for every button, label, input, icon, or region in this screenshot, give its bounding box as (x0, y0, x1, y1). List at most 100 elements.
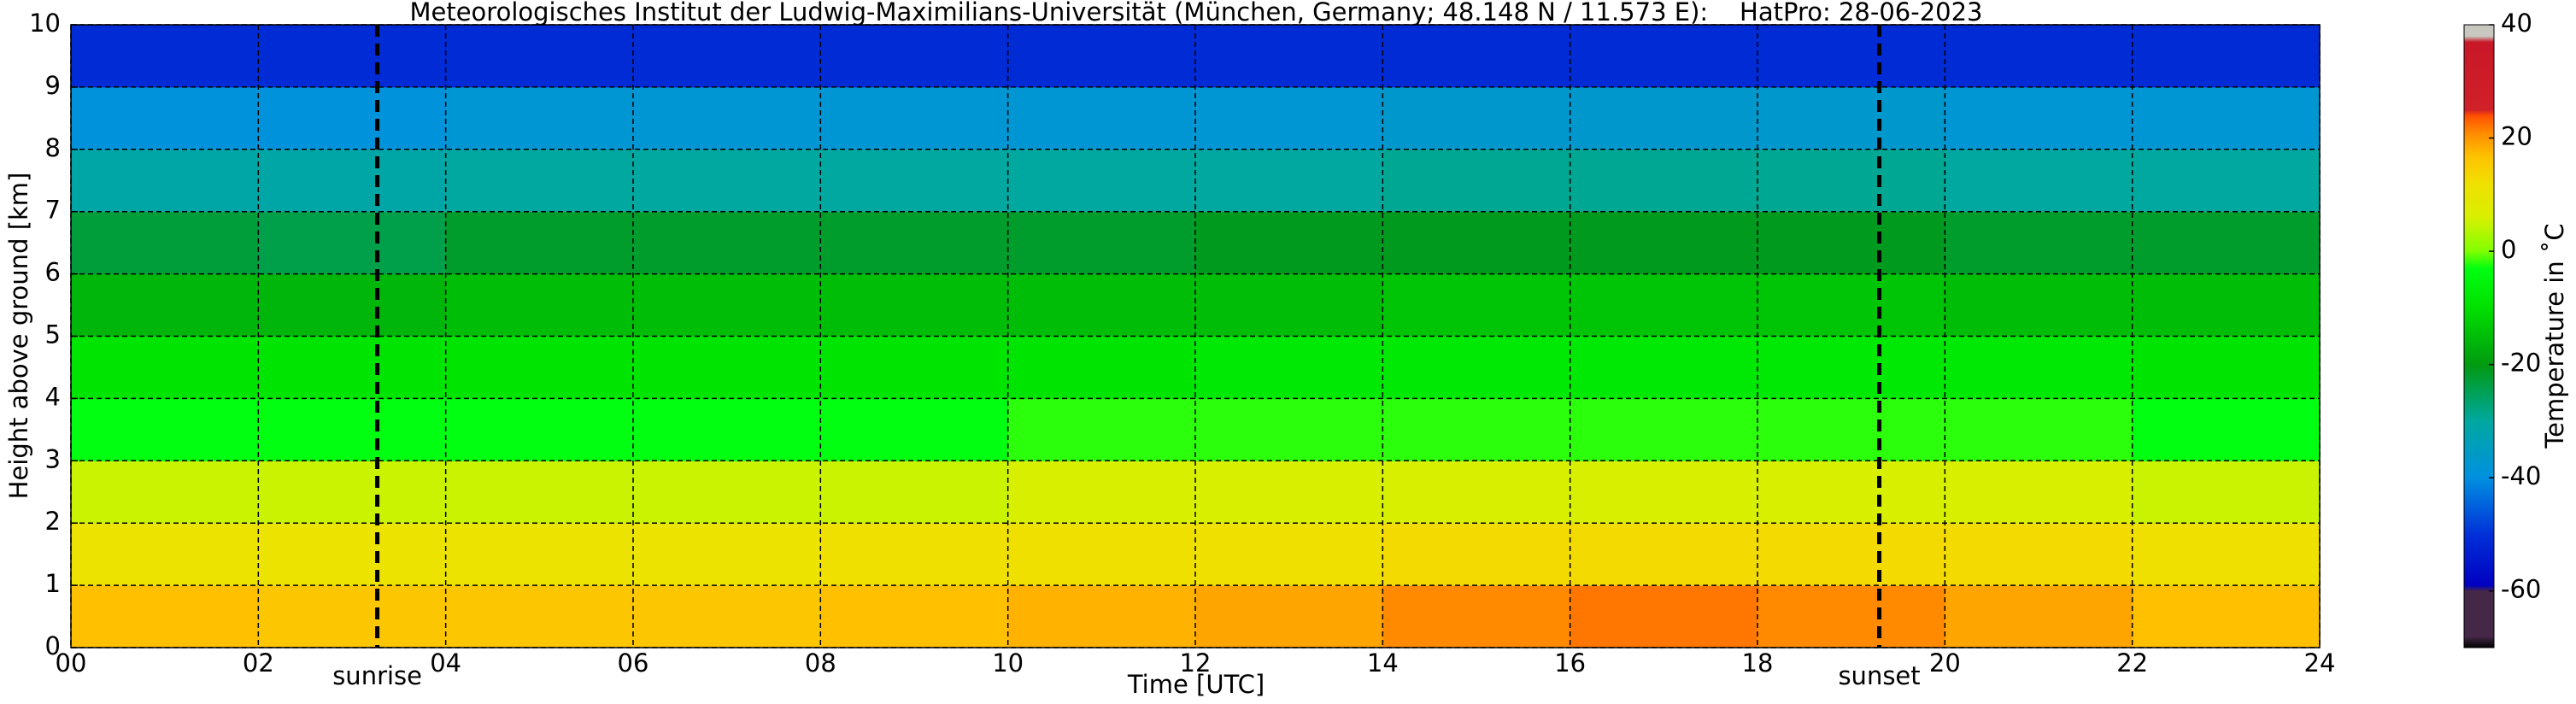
heatmap-cell (2132, 523, 2321, 586)
colorbar-segment (2464, 364, 2494, 422)
heatmap-cell (820, 585, 1009, 648)
colorbar-segment (2464, 251, 2494, 269)
heatmap-cell (1570, 336, 1758, 399)
heatmap-cell (1945, 523, 2133, 586)
heatmap-cell (2132, 398, 2321, 461)
heatmap-cell (1007, 86, 1196, 150)
heatmap-cell (1945, 398, 2133, 461)
heatmap-cell (445, 461, 634, 524)
heatmap-cell (258, 585, 447, 648)
heatmap-cell (71, 461, 259, 524)
annotation-label: sunrise (332, 661, 422, 690)
heatmap-cell (633, 336, 821, 399)
heatmap-cell (633, 398, 821, 461)
heatmap-cell (1757, 25, 1945, 88)
heatmap-cell (1382, 585, 1571, 648)
heatmap-cell (1757, 336, 1945, 399)
heatmap-cell (445, 585, 634, 648)
colorbar-segment (2464, 217, 2494, 252)
heatmap-cell (1195, 585, 1383, 648)
heatmap-cell (633, 149, 821, 213)
heatmap-cell (445, 398, 634, 461)
heatmap-cell (258, 86, 447, 150)
heatmap-cell (820, 273, 1009, 337)
heatmap-cell (445, 149, 634, 213)
annotation-label: sunset (1838, 661, 1920, 690)
heatmap-cell (71, 211, 259, 275)
heatmap-cell (1195, 398, 1383, 461)
colorbar-tick-label: 0 (2501, 235, 2516, 264)
plot-frame (70, 24, 2321, 648)
heatmap-cell (1007, 398, 1196, 461)
heatmap-cell (1757, 211, 1945, 275)
heatmap-cell (820, 211, 1009, 275)
heatmap-cell (1195, 149, 1383, 213)
colorbar-segment (2464, 155, 2494, 185)
heatmap-cell (2132, 211, 2321, 275)
x-tick-label: 22 (2116, 648, 2148, 678)
colorbar-segment (2464, 109, 2494, 116)
heatmap-cell (1570, 86, 1758, 150)
heatmap-cell (445, 336, 634, 399)
heatmap-cell (1945, 211, 2133, 275)
heatmap-cell (1570, 273, 1758, 337)
heatmap-cell (1757, 585, 1945, 648)
colorbar-segment (2464, 590, 2494, 637)
heatmap-cell (820, 149, 1009, 213)
y-tick-label: 3 (45, 444, 61, 473)
heatmap-cell (258, 25, 447, 88)
x-tick-label: 06 (618, 648, 649, 678)
y-tick-label: 8 (45, 133, 61, 162)
heatmap-cell (633, 25, 821, 88)
heatmap-cell (633, 461, 821, 524)
heatmap-cell (71, 336, 259, 399)
heatmap-cell (71, 585, 259, 648)
y-tick-label: 7 (45, 196, 61, 225)
colorbar-segment (2464, 585, 2494, 592)
heatmap-cell (2132, 86, 2321, 150)
y-tick-label: 2 (45, 507, 61, 536)
heatmap-cell (820, 461, 1009, 524)
heatmap-cell (445, 273, 634, 337)
y-axis-label: Height above ground [km] (4, 173, 33, 500)
heatmap-cell (1382, 336, 1571, 399)
colorbar-segment (2464, 636, 2494, 648)
colorbar-tick-label: -20 (2501, 349, 2541, 378)
x-tick-label: 10 (992, 648, 1024, 678)
heatmap-cell (445, 86, 634, 150)
heatmap-cell (1570, 211, 1758, 275)
heatmap-cell (633, 86, 821, 150)
colorbar-segment (2464, 183, 2494, 218)
heatmap-cell (71, 149, 259, 213)
heatmap-cell (1382, 461, 1571, 524)
colorbar-segment (2464, 308, 2494, 366)
heatmap-cell (1007, 273, 1196, 337)
heatmap-cell (1382, 523, 1571, 586)
heatmap-cell (71, 523, 259, 586)
y-tick-label: 1 (45, 569, 61, 598)
heatmap-cell (2132, 336, 2321, 399)
y-tick-label: 10 (29, 9, 61, 38)
heatmap-cell (71, 398, 259, 461)
heatmap-cell (1382, 273, 1571, 337)
heatmap-cell (820, 25, 1009, 88)
heatmap-cell (71, 25, 259, 88)
heatmap-cell (1007, 461, 1196, 524)
x-tick-label: 02 (243, 648, 274, 678)
colorbar-label: Temperature in ˚C (2540, 223, 2569, 449)
heatmap-cell (258, 149, 447, 213)
heatmap-cell (71, 273, 259, 337)
heatmap-cell (258, 461, 447, 524)
heatmap-cell (2132, 461, 2321, 524)
heatmap-cell (1757, 149, 1945, 213)
colorbar-segment (2464, 420, 2494, 478)
y-tick-label: 0 (45, 631, 61, 660)
heatmap-cell (1195, 336, 1383, 399)
heatmap-cell (1570, 523, 1758, 586)
heatmap-cell (1007, 25, 1196, 88)
x-tick-label: 12 (1180, 648, 1212, 678)
heatmap-cell (258, 398, 447, 461)
y-tick-label: 6 (45, 258, 61, 287)
heatmap-cell (1195, 273, 1383, 337)
